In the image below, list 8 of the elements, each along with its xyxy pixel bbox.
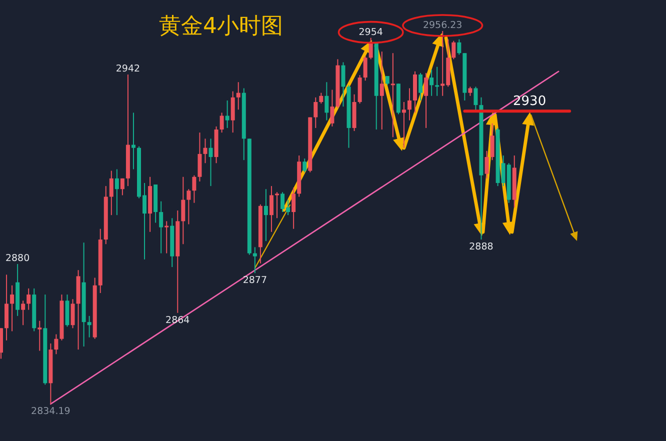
annotation: 2834.19	[31, 406, 70, 417]
title: 黄金4小时图	[159, 14, 283, 39]
annotation: 2888	[469, 242, 494, 253]
annotation: 2877	[242, 275, 268, 286]
annotation: 2942	[116, 64, 140, 74]
annotation: 2954	[358, 26, 383, 38]
annotation: 2880	[5, 252, 30, 264]
annotation: 2956.23	[422, 20, 462, 31]
